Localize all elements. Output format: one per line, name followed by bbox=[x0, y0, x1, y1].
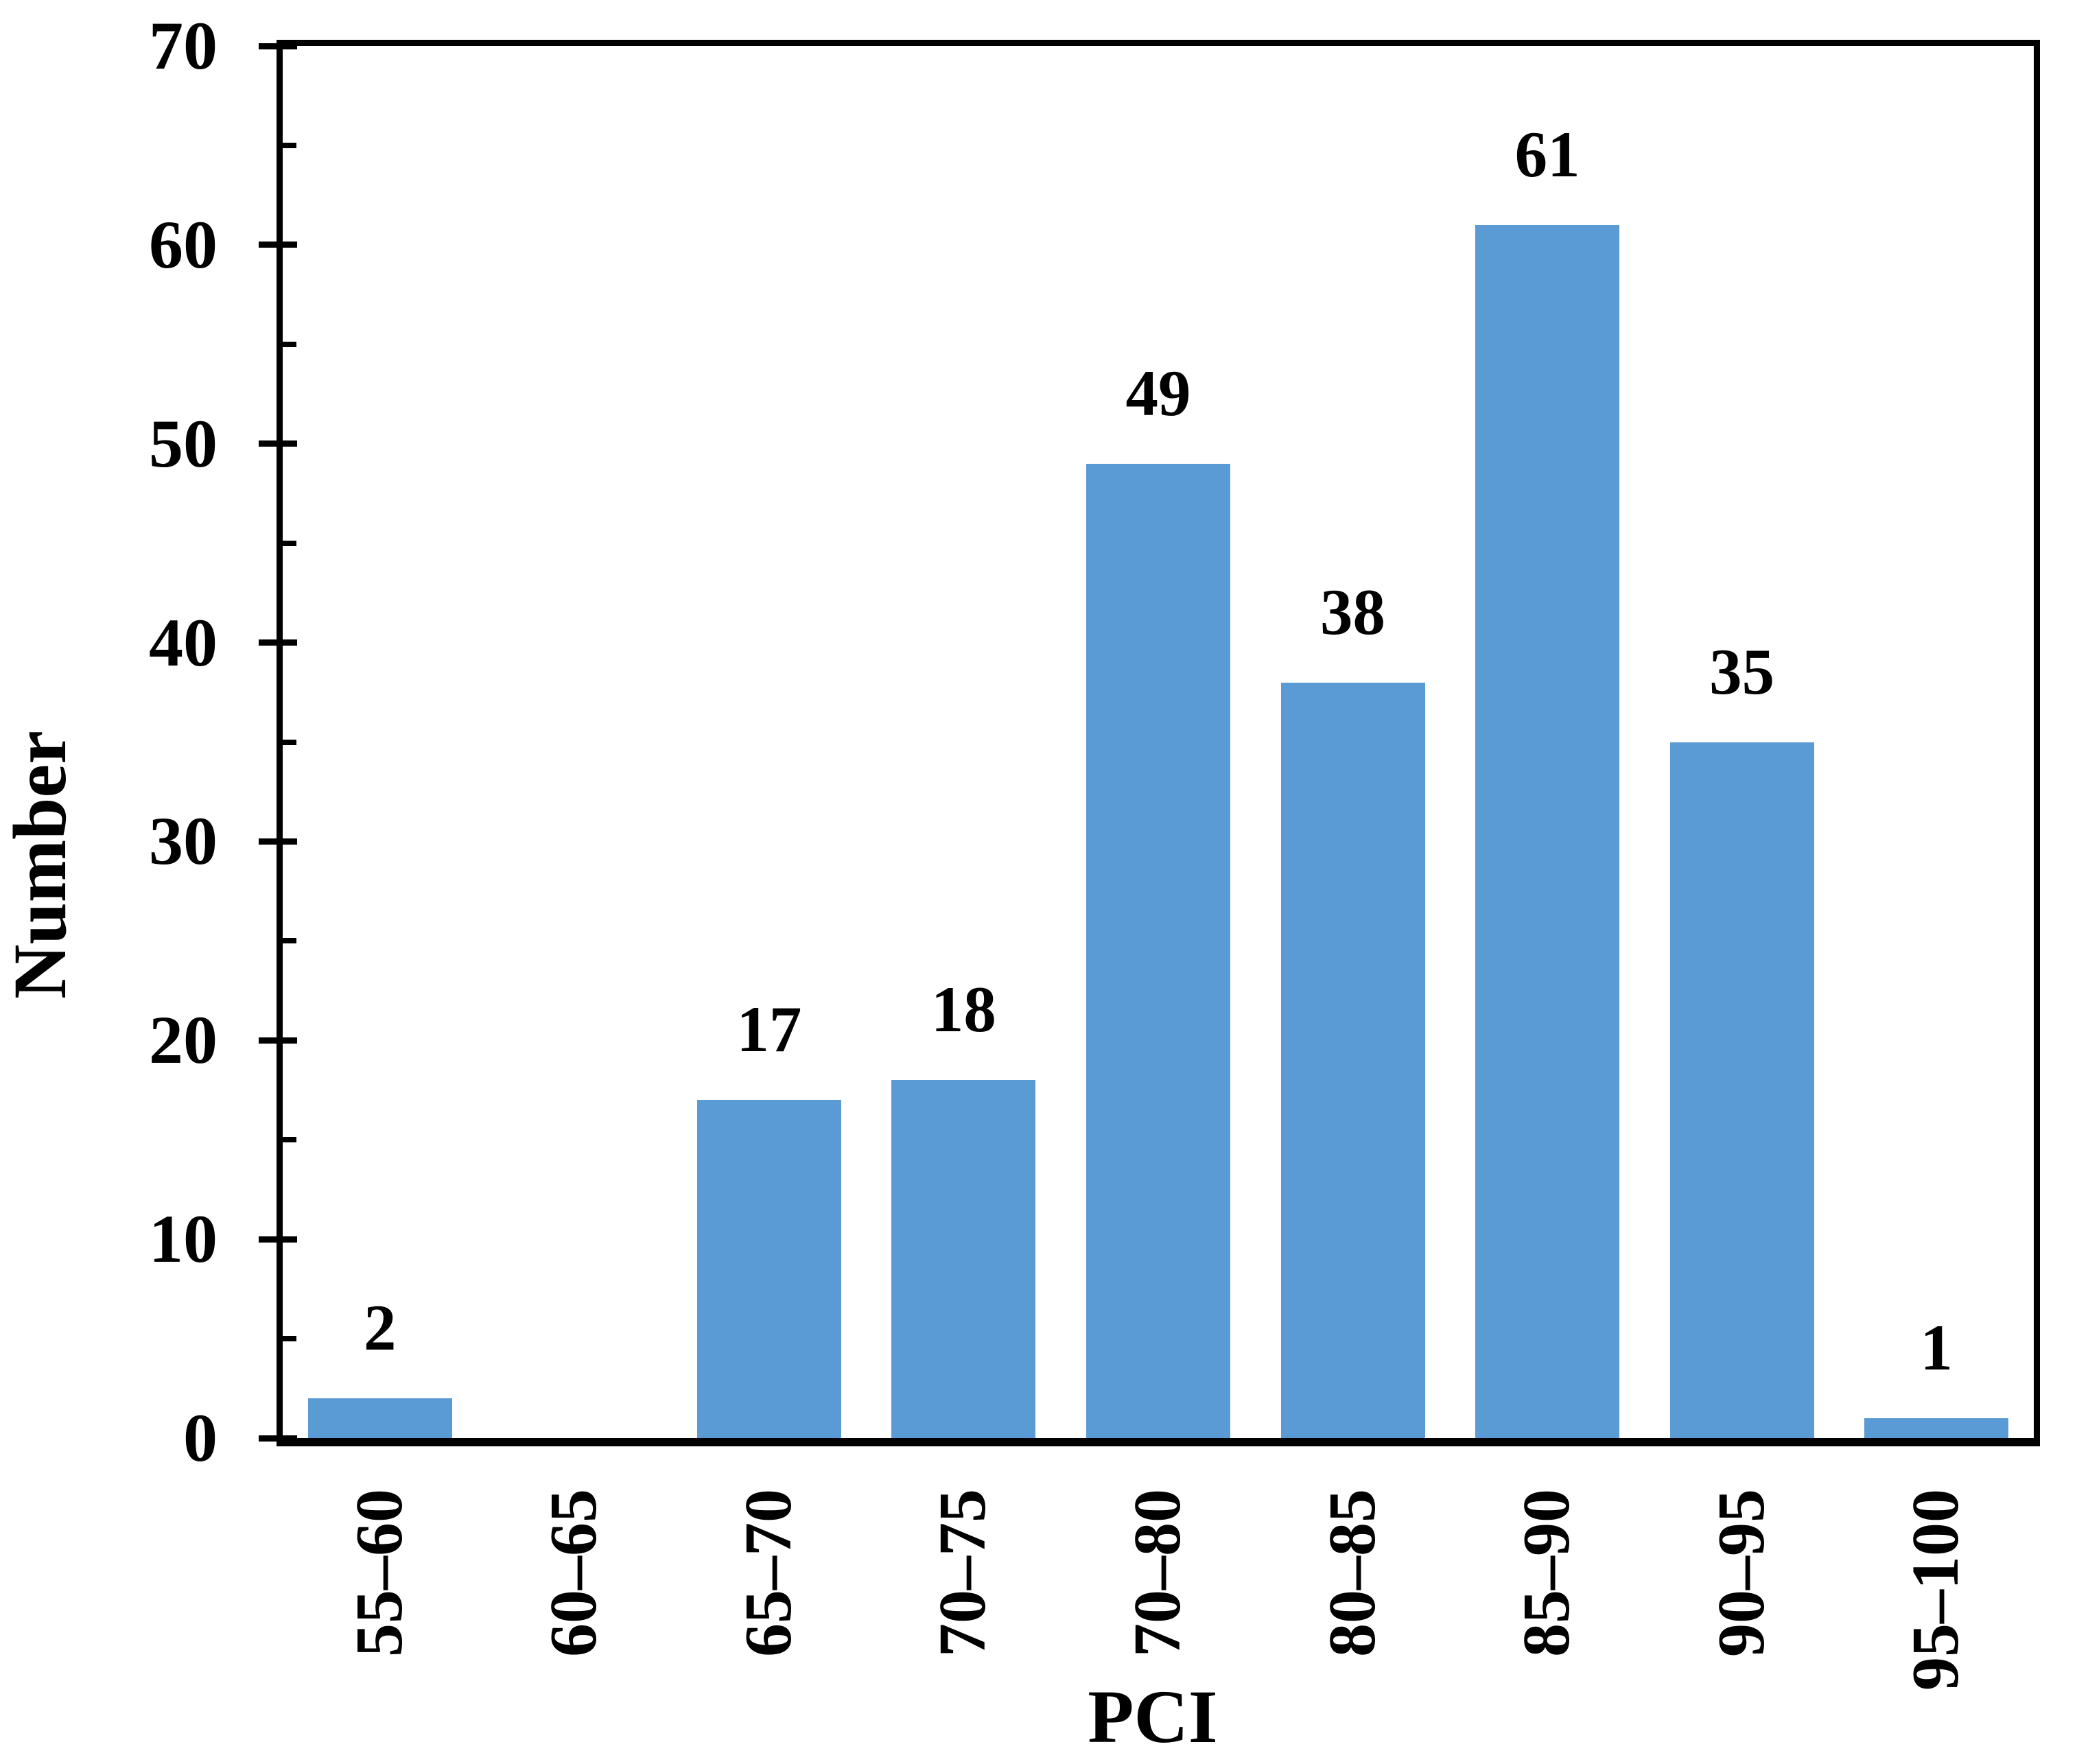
y-major-tick bbox=[259, 838, 297, 845]
y-major-tick bbox=[259, 1037, 297, 1044]
y-tick-label: 70 bbox=[149, 8, 218, 84]
bar bbox=[1864, 1418, 2009, 1438]
x-tick-label: 80–85 bbox=[1315, 1489, 1389, 1657]
x-axis-title: PCI bbox=[1088, 1675, 1218, 1759]
y-major-tick bbox=[259, 242, 297, 248]
plot-area: 2 17 18 49 38 61 35 1 bbox=[259, 40, 2040, 1446]
bar bbox=[1086, 463, 1230, 1438]
x-tick-label: 70–80 bbox=[1120, 1489, 1195, 1657]
bar-value-label: 2 bbox=[364, 1291, 397, 1365]
x-tick-label: 60–65 bbox=[537, 1489, 611, 1657]
bar-value-label: 38 bbox=[1320, 575, 1386, 648]
y-tick-label: 50 bbox=[149, 405, 218, 482]
x-tick-label: 95–100 bbox=[1899, 1489, 1973, 1691]
y-minor-tick bbox=[283, 938, 296, 944]
bar-value-label: 49 bbox=[1125, 356, 1191, 430]
y-major-tick bbox=[259, 1236, 297, 1243]
y-tick-label: 60 bbox=[149, 206, 218, 283]
y-major-tick bbox=[259, 1435, 297, 1442]
bar bbox=[1475, 224, 1620, 1438]
y-minor-tick bbox=[283, 341, 296, 347]
y-major-tick bbox=[259, 440, 297, 447]
y-tick-label: 20 bbox=[149, 1002, 218, 1079]
bar bbox=[1280, 682, 1425, 1438]
x-tick-label: 85–90 bbox=[1510, 1489, 1584, 1657]
bar-value-label: 1 bbox=[1920, 1311, 1953, 1385]
y-tick-label: 30 bbox=[149, 803, 218, 880]
y-minor-tick bbox=[283, 1137, 296, 1143]
bar bbox=[696, 1100, 841, 1438]
y-minor-tick bbox=[283, 540, 296, 546]
bar-value-label: 35 bbox=[1709, 635, 1775, 708]
y-tick-label: 10 bbox=[149, 1201, 218, 1278]
x-tick-label: 55–60 bbox=[342, 1489, 416, 1657]
bar bbox=[307, 1398, 452, 1438]
y-minor-tick bbox=[283, 739, 296, 745]
bar bbox=[891, 1080, 1036, 1438]
y-tick-label: 40 bbox=[149, 604, 218, 681]
x-tick-label: 90–95 bbox=[1704, 1489, 1779, 1657]
x-tick-label: 70–75 bbox=[926, 1489, 1000, 1657]
y-minor-tick bbox=[283, 1336, 296, 1342]
bar-value-label: 61 bbox=[1514, 117, 1580, 191]
bar-value-label: 18 bbox=[930, 973, 996, 1046]
bar bbox=[1669, 742, 1814, 1438]
x-tick-label: 65–70 bbox=[731, 1489, 806, 1657]
y-tick-label: 0 bbox=[183, 1400, 218, 1476]
bar-value-label: 17 bbox=[736, 993, 802, 1066]
y-minor-tick bbox=[283, 142, 296, 148]
y-major-tick bbox=[259, 43, 297, 49]
y-major-tick bbox=[259, 639, 297, 646]
plot-inner: 2 17 18 49 38 61 35 1 bbox=[259, 43, 2034, 1442]
